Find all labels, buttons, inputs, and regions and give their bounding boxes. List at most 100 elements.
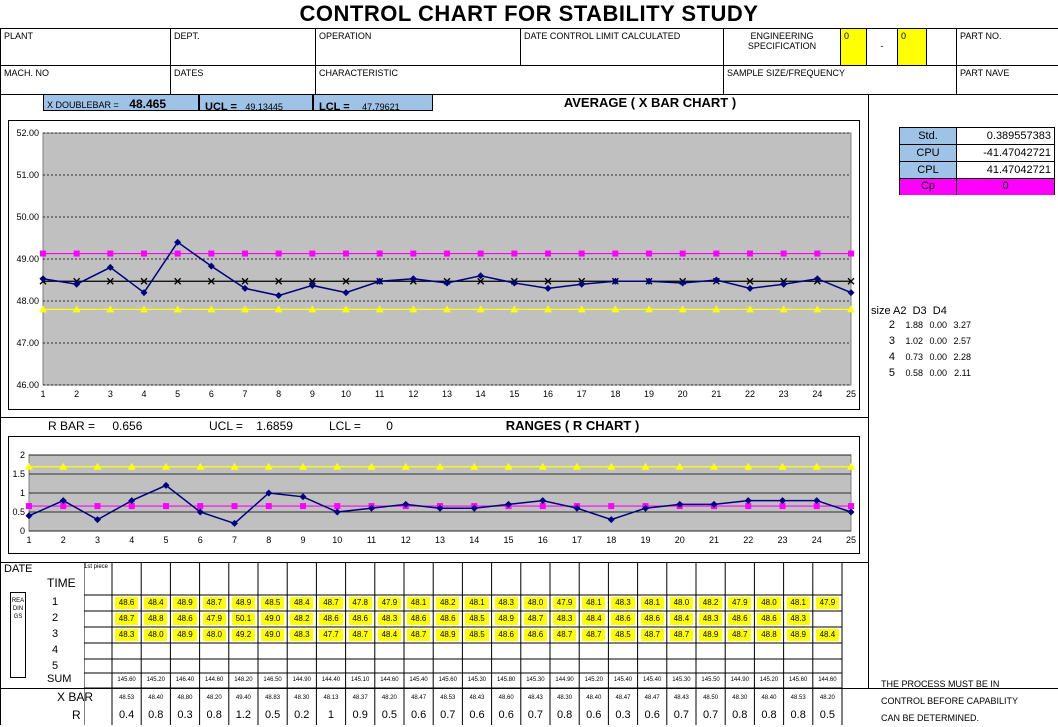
reading-cell[interactable]: 48.7 bbox=[202, 597, 226, 609]
reading-cell[interactable]: 48.9 bbox=[436, 629, 460, 641]
characteristic-field[interactable]: CHARACTERISTIC bbox=[316, 66, 724, 95]
reading-cell[interactable]: 47.9 bbox=[377, 597, 401, 609]
reading-cell[interactable]: 48.3 bbox=[494, 597, 518, 609]
reading-cell[interactable]: 48.3 bbox=[786, 613, 810, 625]
reading-cell[interactable]: 48.7 bbox=[348, 629, 372, 641]
capability-box: Std. 0.389557383 CPU -41.47042721 CPL 41… bbox=[899, 127, 1055, 195]
spec-low-input[interactable]: 0 bbox=[841, 29, 867, 66]
xbar-lcl-value: 47.79621 bbox=[362, 102, 400, 112]
xbar-cell: 48.43 bbox=[527, 695, 543, 701]
ucl-marker bbox=[60, 503, 67, 510]
reading-cell[interactable]: 48.7 bbox=[728, 629, 752, 641]
reading-cell[interactable]: 48.0 bbox=[669, 597, 693, 609]
reading-cell[interactable]: 48.4 bbox=[582, 613, 606, 625]
x-tick-label: 11 bbox=[367, 535, 376, 545]
reading-cell[interactable]: 48.3 bbox=[611, 597, 635, 609]
reading-cell[interactable]: 48.7 bbox=[582, 629, 606, 641]
reading-cell[interactable]: 48.0 bbox=[202, 629, 226, 641]
reading-cell[interactable]: 48.0 bbox=[523, 597, 547, 609]
ucl-marker bbox=[679, 250, 686, 257]
reading-cell[interactable]: 48.3 bbox=[115, 629, 139, 641]
operation-field[interactable]: OPERATION bbox=[316, 29, 521, 66]
reading-cell[interactable]: 48.6 bbox=[115, 597, 139, 609]
reading-cell[interactable]: 48.4 bbox=[290, 597, 314, 609]
reading-cell[interactable]: 48.6 bbox=[640, 613, 664, 625]
reading-cell[interactable]: 48.9 bbox=[231, 597, 255, 609]
reading-cell[interactable]: 48.6 bbox=[611, 613, 635, 625]
sample-size-field[interactable]: SAMPLE SIZE/FREQUENCY bbox=[724, 66, 957, 95]
reading-cell[interactable]: 49.0 bbox=[261, 613, 285, 625]
reading-cell[interactable]: 48.0 bbox=[757, 597, 781, 609]
reading-cell[interactable]: 47.8 bbox=[348, 597, 372, 609]
constants-table: size A2 D3 D4 2 1.88 0.00 3.27 3 1.02 0.00 2.57… bbox=[871, 305, 981, 383]
reading-cell[interactable]: 48.1 bbox=[465, 597, 489, 609]
reading-cell[interactable]: 48.4 bbox=[144, 597, 168, 609]
reading-cell[interactable]: 47.9 bbox=[728, 597, 752, 609]
reading-cell[interactable]: 48.7 bbox=[640, 629, 664, 641]
reading-cell[interactable]: 48.4 bbox=[377, 629, 401, 641]
spec-high-input[interactable]: 0 bbox=[897, 29, 927, 66]
reading-cell[interactable]: 48.1 bbox=[640, 597, 664, 609]
reading-cell[interactable]: 48.3 bbox=[699, 613, 723, 625]
reading-cell[interactable]: 48.5 bbox=[465, 629, 489, 641]
reading-cell[interactable]: 48.8 bbox=[757, 629, 781, 641]
reading-cell[interactable]: 49.2 bbox=[231, 629, 255, 641]
reading-cell[interactable]: 47.9 bbox=[553, 597, 577, 609]
date-control-limit-field[interactable]: DATE CONTROL LIMIT CALCULATED bbox=[521, 29, 724, 66]
mach-no-field[interactable]: MACH. NO bbox=[1, 66, 171, 95]
reading-cell[interactable]: 48.7 bbox=[115, 613, 139, 625]
reading-cell[interactable]: 48.7 bbox=[523, 613, 547, 625]
reading-cell[interactable]: 48.4 bbox=[815, 629, 839, 641]
reading-cell[interactable]: 48.2 bbox=[699, 597, 723, 609]
reading-cell[interactable]: 48.3 bbox=[290, 629, 314, 641]
reading-cell[interactable]: 48.1 bbox=[786, 597, 810, 609]
dates-field[interactable]: DATES bbox=[171, 66, 316, 95]
reading-cell[interactable]: 48.0 bbox=[144, 629, 168, 641]
reading-cell[interactable]: 48.6 bbox=[319, 613, 343, 625]
reading-cell[interactable]: 48.5 bbox=[261, 597, 285, 609]
reading-cell[interactable]: 48.4 bbox=[669, 613, 693, 625]
part-name-field[interactable]: PART NAVE bbox=[957, 66, 1058, 95]
reading-cell[interactable]: 48.9 bbox=[786, 629, 810, 641]
reading-cell[interactable]: 48.9 bbox=[173, 597, 197, 609]
reading-cell[interactable]: 48.7 bbox=[319, 597, 343, 609]
reading-cell[interactable]: 48.5 bbox=[465, 613, 489, 625]
sum-label: SUM bbox=[47, 673, 72, 685]
reading-cell[interactable]: 48.6 bbox=[348, 613, 372, 625]
reading-cell[interactable]: 48.6 bbox=[728, 613, 752, 625]
reading-cell[interactable]: 48.3 bbox=[377, 613, 401, 625]
reading-cell[interactable]: 48.6 bbox=[523, 629, 547, 641]
data-point bbox=[470, 504, 478, 512]
reading-cell[interactable]: 47.9 bbox=[815, 597, 839, 609]
reading-cell[interactable]: 49.0 bbox=[261, 629, 285, 641]
part-no-field[interactable]: PART NO. bbox=[957, 29, 1058, 66]
reading-cell[interactable]: 48.1 bbox=[407, 597, 431, 609]
data-point bbox=[676, 500, 684, 508]
header-grid: PLANT DEPT. OPERATION DATE CONTROL LIMIT… bbox=[0, 28, 1058, 95]
reading-cell[interactable]: 48.3 bbox=[553, 613, 577, 625]
plant-field[interactable]: PLANT bbox=[1, 29, 171, 66]
reading-cell[interactable]: 48.1 bbox=[582, 597, 606, 609]
reading-cell[interactable]: 48.5 bbox=[611, 629, 635, 641]
reading-cell[interactable]: 48.7 bbox=[553, 629, 577, 641]
range-cell: 0.3 bbox=[615, 709, 631, 721]
reading-cell[interactable]: 48.7 bbox=[407, 629, 431, 641]
reading-cell[interactable]: 48.6 bbox=[494, 629, 518, 641]
reading-cell[interactable]: 48.7 bbox=[669, 629, 693, 641]
reading-cell[interactable]: 47.9 bbox=[202, 613, 226, 625]
range-cell: 0.8 bbox=[761, 709, 777, 721]
reading-cell[interactable]: 47.7 bbox=[319, 629, 343, 641]
reading-cell[interactable]: 48.9 bbox=[494, 613, 518, 625]
reading-cell[interactable]: 48.9 bbox=[173, 629, 197, 641]
reading-cell[interactable]: 48.9 bbox=[699, 629, 723, 641]
reading-cell[interactable]: 48.6 bbox=[757, 613, 781, 625]
reading-cell[interactable]: 48.8 bbox=[144, 613, 168, 625]
reading-cell[interactable]: 48.2 bbox=[436, 597, 460, 609]
dept-field[interactable]: DEPT. bbox=[171, 29, 316, 66]
data-point bbox=[712, 276, 720, 284]
reading-cell[interactable]: 48.6 bbox=[436, 613, 460, 625]
reading-cell[interactable]: 48.6 bbox=[173, 613, 197, 625]
reading-cell[interactable]: 48.6 bbox=[407, 613, 431, 625]
reading-cell[interactable]: 50.1 bbox=[231, 613, 255, 625]
reading-cell[interactable]: 48.2 bbox=[290, 613, 314, 625]
